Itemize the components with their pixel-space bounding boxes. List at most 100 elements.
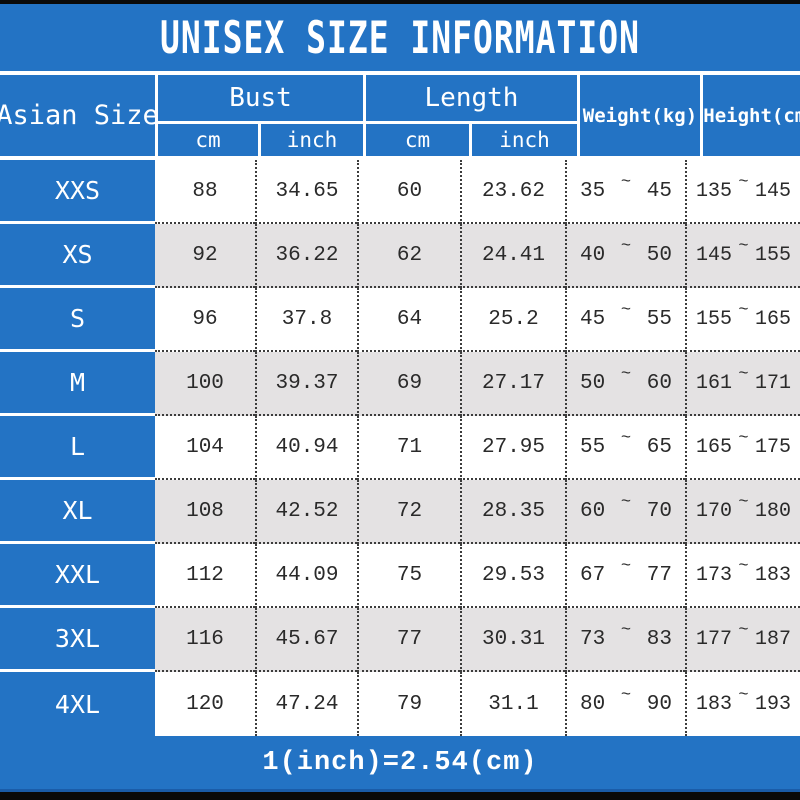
bust-inch-value: 44.09 xyxy=(255,544,357,608)
length-cm-value: 77 xyxy=(357,608,460,672)
tilde-separator: ~ xyxy=(620,236,632,256)
page-title: UNISEX SIZE INFORMATION xyxy=(160,11,640,64)
tilde-separator: ~ xyxy=(738,172,749,192)
size-label: M xyxy=(0,352,155,416)
tilde-separator: ~ xyxy=(738,685,749,705)
height-max: 145 xyxy=(754,179,791,203)
height-max: 165 xyxy=(754,307,791,331)
height-min: 173 xyxy=(696,563,733,587)
size-label: 4XL xyxy=(0,672,155,736)
length-cm-value: 60 xyxy=(357,160,460,224)
weight-min: 45 xyxy=(580,307,606,331)
tilde-separator: ~ xyxy=(738,300,749,320)
table-row: M 100 39.37 69 27.17 50 ~60 161 ~171 xyxy=(0,352,800,416)
bust-inch-value: 37.8 xyxy=(255,288,357,352)
bust-cm-value: 112 xyxy=(155,544,255,608)
header-bust-inch: inch xyxy=(261,124,363,156)
height-max: 171 xyxy=(754,371,791,395)
bust-cm-value: 96 xyxy=(155,288,255,352)
length-inch-value: 30.31 xyxy=(460,608,565,672)
inch-conversion-note: 1(inch)=2.54(cm) xyxy=(262,747,538,778)
length-inch-value: 24.41 xyxy=(460,224,565,288)
bust-cm-value: 120 xyxy=(155,672,255,736)
tilde-separator: ~ xyxy=(620,556,632,576)
height-max: 187 xyxy=(754,627,791,651)
tilde-separator: ~ xyxy=(620,172,632,192)
weight-min: 60 xyxy=(580,499,606,523)
length-inch-value: 23.62 xyxy=(460,160,565,224)
height-range: 183 ~193 xyxy=(685,672,800,736)
bust-cm-value: 100 xyxy=(155,352,255,416)
tilde-separator: ~ xyxy=(738,428,749,448)
height-min: 183 xyxy=(696,692,733,716)
length-inch-value: 25.2 xyxy=(460,288,565,352)
length-inch-value: 31.1 xyxy=(460,672,565,736)
tilde-separator: ~ xyxy=(620,492,632,512)
weight-range: 40 ~50 xyxy=(565,224,685,288)
bust-inch-value: 34.65 xyxy=(255,160,357,224)
length-cm-value: 72 xyxy=(357,480,460,544)
table-row: 3XL 116 45.67 77 30.31 73 ~83 177 ~187 xyxy=(0,608,800,672)
tilde-separator: ~ xyxy=(620,428,632,448)
weight-min: 35 xyxy=(580,179,606,203)
height-min: 177 xyxy=(696,627,733,651)
bust-inch-value: 45.67 xyxy=(255,608,357,672)
height-min: 155 xyxy=(696,307,733,331)
table-row: 4XL 120 47.24 79 31.1 80 ~90 183 ~193 xyxy=(0,672,800,736)
tilde-separator: ~ xyxy=(620,364,632,384)
height-range: 155 ~165 xyxy=(685,288,800,352)
bust-cm-value: 104 xyxy=(155,416,255,480)
weight-max: 60 xyxy=(646,371,672,395)
title-header-divider xyxy=(0,71,800,75)
tilde-separator: ~ xyxy=(738,364,749,384)
weight-min: 40 xyxy=(580,243,606,267)
size-label: S xyxy=(0,288,155,352)
bust-cm-value: 92 xyxy=(155,224,255,288)
tilde-separator: ~ xyxy=(620,620,632,640)
table-row: S 96 37.8 64 25.2 45 ~55 155 ~165 xyxy=(0,288,800,352)
length-cm-value: 62 xyxy=(357,224,460,288)
size-label: XXS xyxy=(0,160,155,224)
height-range: 145 ~155 xyxy=(685,224,800,288)
length-cm-value: 79 xyxy=(357,672,460,736)
height-min: 161 xyxy=(696,371,733,395)
header-asian-size: Asian Size xyxy=(0,75,159,156)
table-row: XS 92 36.22 62 24.41 40 ~50 145 ~155 xyxy=(0,224,800,288)
bust-inch-value: 39.37 xyxy=(255,352,357,416)
height-max: 155 xyxy=(754,243,791,267)
header-length: Length xyxy=(366,75,577,121)
weight-range: 60 ~70 xyxy=(565,480,685,544)
header-bust: Bust xyxy=(158,75,363,121)
weight-min: 50 xyxy=(580,371,606,395)
weight-max: 83 xyxy=(646,627,672,651)
tilde-separator: ~ xyxy=(738,556,749,576)
tilde-separator: ~ xyxy=(620,685,632,705)
bust-cm-value: 88 xyxy=(155,160,255,224)
length-inch-value: 27.95 xyxy=(460,416,565,480)
bust-inch-value: 36.22 xyxy=(255,224,357,288)
tilde-separator: ~ xyxy=(620,300,632,320)
weight-max: 70 xyxy=(646,499,672,523)
length-cm-value: 75 xyxy=(357,544,460,608)
height-min: 170 xyxy=(696,499,733,523)
weight-max: 65 xyxy=(646,435,672,459)
size-label: XXL xyxy=(0,544,155,608)
tilde-separator: ~ xyxy=(738,620,749,640)
height-range: 161 ~171 xyxy=(685,352,800,416)
weight-max: 50 xyxy=(646,243,672,267)
height-range: 173 ~183 xyxy=(685,544,800,608)
weight-range: 50 ~60 xyxy=(565,352,685,416)
height-range: 165 ~175 xyxy=(685,416,800,480)
weight-max: 90 xyxy=(646,692,672,716)
table-row: XXL 112 44.09 75 29.53 67 ~77 173 ~183 xyxy=(0,544,800,608)
bust-inch-value: 42.52 xyxy=(255,480,357,544)
bust-inch-value: 47.24 xyxy=(255,672,357,736)
header-weight-kg: Weight(kg) xyxy=(580,75,700,156)
size-label: 3XL xyxy=(0,608,155,672)
bottom-black-bar xyxy=(0,792,800,800)
weight-max: 55 xyxy=(646,307,672,331)
height-min: 165 xyxy=(696,435,733,459)
height-max: 180 xyxy=(754,499,791,523)
header-body-divider xyxy=(0,156,800,160)
